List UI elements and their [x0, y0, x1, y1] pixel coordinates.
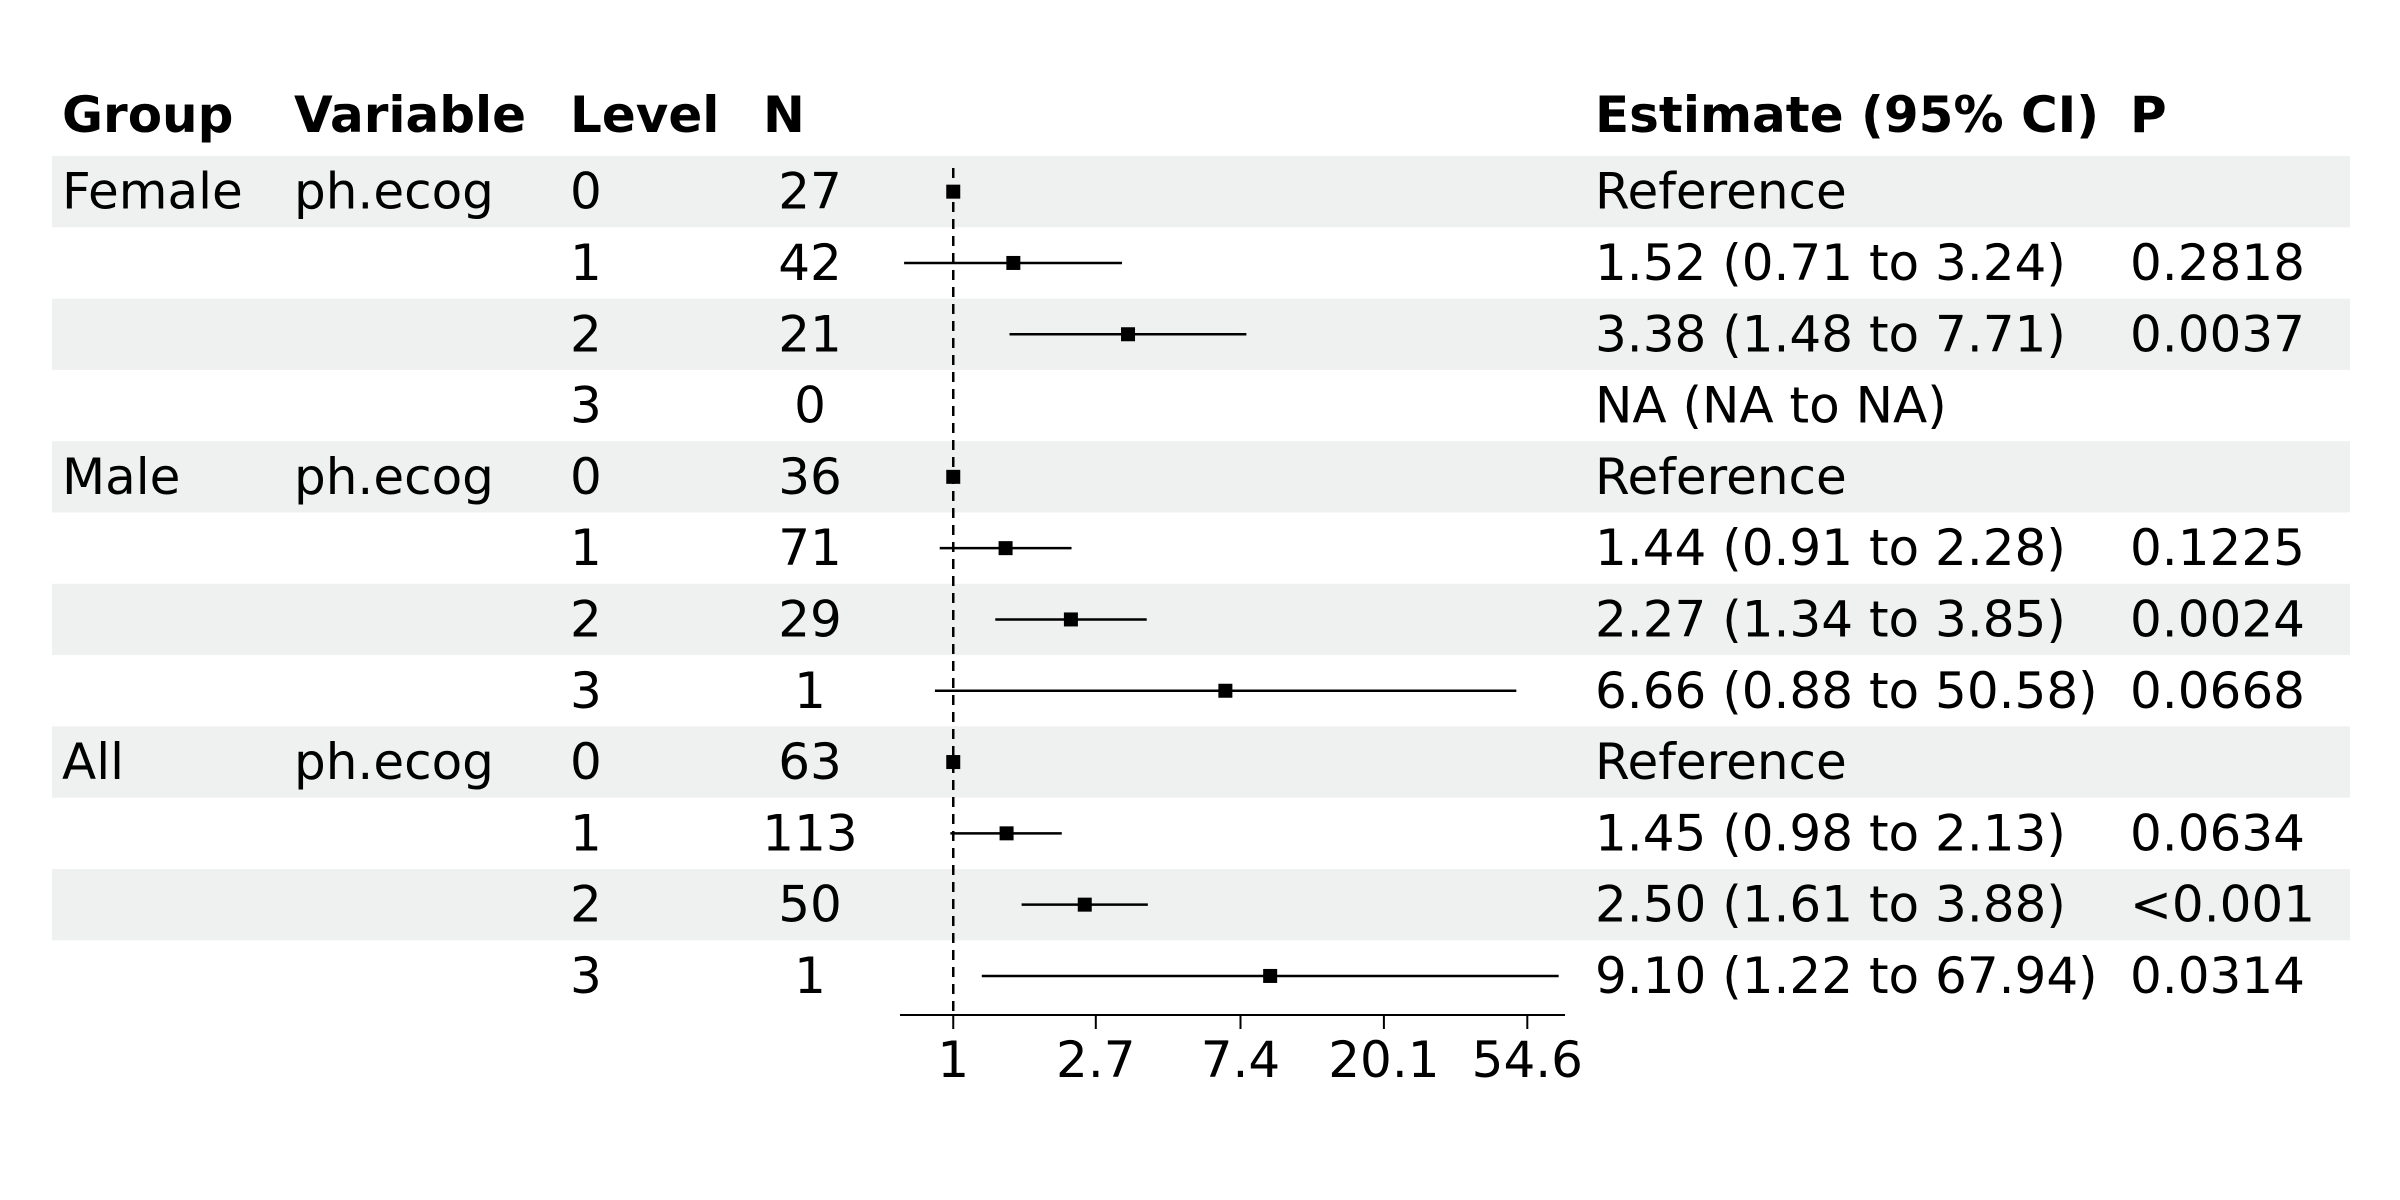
cell-level: 2	[570, 305, 602, 363]
row-stripe	[52, 441, 2350, 513]
cell-estimate: 2.50 (1.61 to 3.88)	[1595, 876, 2066, 934]
x-tick-label: 7.4	[1201, 1031, 1281, 1089]
cell-estimate: Reference	[1595, 163, 1847, 221]
estimate-point	[998, 541, 1013, 556]
header-n: N	[763, 86, 805, 144]
header-variable: Variable	[294, 86, 526, 144]
table-cells: Female ph.ecog 0 27 Reference 1 42 1.52 (0.71 t…	[62, 163, 2315, 1005]
cell-variable: ph.ecog	[294, 448, 494, 506]
cell-p: <0.001	[2130, 876, 2315, 934]
cell-estimate: Reference	[1595, 733, 1847, 791]
cell-p: 0.2818	[2130, 234, 2305, 292]
cell-p: 0.0668	[2130, 662, 2305, 720]
cell-variable: ph.ecog	[294, 733, 494, 791]
cell-estimate: 1.45 (0.98 to 2.13)	[1595, 804, 2066, 862]
cell-n: 1	[794, 947, 826, 1005]
cell-n: 1	[794, 662, 826, 720]
cell-n: 27	[778, 163, 842, 221]
row-stripe	[52, 156, 2350, 228]
estimate-point	[999, 826, 1014, 841]
cell-estimate: 3.38 (1.48 to 7.71)	[1595, 305, 2066, 363]
cell-p: 0.0037	[2130, 305, 2305, 363]
cell-n: 71	[778, 519, 842, 577]
cell-level: 0	[570, 733, 602, 791]
header-p: P	[2130, 86, 2167, 144]
cell-level: 0	[570, 448, 602, 506]
x-tick-label: 54.6	[1472, 1031, 1583, 1089]
cell-group: Male	[62, 448, 180, 506]
cell-p: 0.0024	[2130, 590, 2305, 648]
cell-group: All	[62, 733, 124, 791]
x-tick-label: 20.1	[1328, 1031, 1439, 1089]
estimate-point	[1063, 612, 1078, 627]
cell-level: 2	[570, 876, 602, 934]
cell-estimate: 9.10 (1.22 to 67.94)	[1595, 947, 2098, 1005]
estimate-point	[1006, 255, 1021, 270]
cell-level: 3	[570, 662, 602, 720]
cell-n: 113	[762, 804, 857, 862]
cell-estimate: 1.52 (0.71 to 3.24)	[1595, 234, 2066, 292]
row-stripe	[52, 869, 2350, 941]
cell-n: 0	[794, 377, 826, 435]
x-axis: 1 2.7 7.4 20.1 54.6	[900, 1014, 1583, 1089]
cell-p: 0.0314	[2130, 947, 2305, 1005]
cell-estimate: Reference	[1595, 448, 1847, 506]
cell-n: 50	[778, 876, 842, 934]
cell-n: 63	[778, 733, 842, 791]
estimate-point	[1077, 897, 1092, 912]
x-tick-label: 2.7	[1056, 1031, 1136, 1089]
plot-area	[904, 168, 1559, 1015]
cell-variable: ph.ecog	[294, 163, 494, 221]
cell-n: 21	[778, 305, 842, 363]
cell-estimate: 6.66 (0.88 to 50.58)	[1595, 662, 2098, 720]
header-level: Level	[570, 86, 719, 144]
cell-level: 3	[570, 377, 602, 435]
cell-level: 1	[570, 519, 602, 577]
header-group: Group	[62, 86, 233, 144]
row-stripe	[52, 726, 2350, 798]
cell-level: 1	[570, 804, 602, 862]
cell-estimate: 1.44 (0.91 to 2.28)	[1595, 519, 2066, 577]
cell-n: 42	[778, 234, 842, 292]
cell-level: 3	[570, 947, 602, 1005]
cell-n: 36	[778, 448, 842, 506]
cell-p: 0.1225	[2130, 519, 2305, 577]
row-stripes	[52, 156, 2350, 941]
cell-level: 0	[570, 163, 602, 221]
estimate-point	[1121, 327, 1136, 342]
cell-p: 0.0634	[2130, 804, 2305, 862]
cell-estimate: 2.27 (1.34 to 3.85)	[1595, 590, 2066, 648]
cell-group: Female	[62, 163, 243, 221]
x-tick-label: 1	[937, 1031, 969, 1089]
header-estimate: Estimate (95% CI)	[1595, 86, 2099, 144]
cell-level: 1	[570, 234, 602, 292]
cell-n: 29	[778, 590, 842, 648]
column-headers: Group Variable Level N Estimate (95% CI)…	[62, 86, 2167, 144]
cell-estimate: NA (NA to NA)	[1595, 377, 1947, 435]
estimate-point	[946, 755, 961, 770]
estimate-point	[1263, 968, 1278, 983]
row-stripe	[52, 583, 2350, 656]
estimate-point	[1218, 683, 1233, 698]
cell-level: 2	[570, 590, 602, 648]
